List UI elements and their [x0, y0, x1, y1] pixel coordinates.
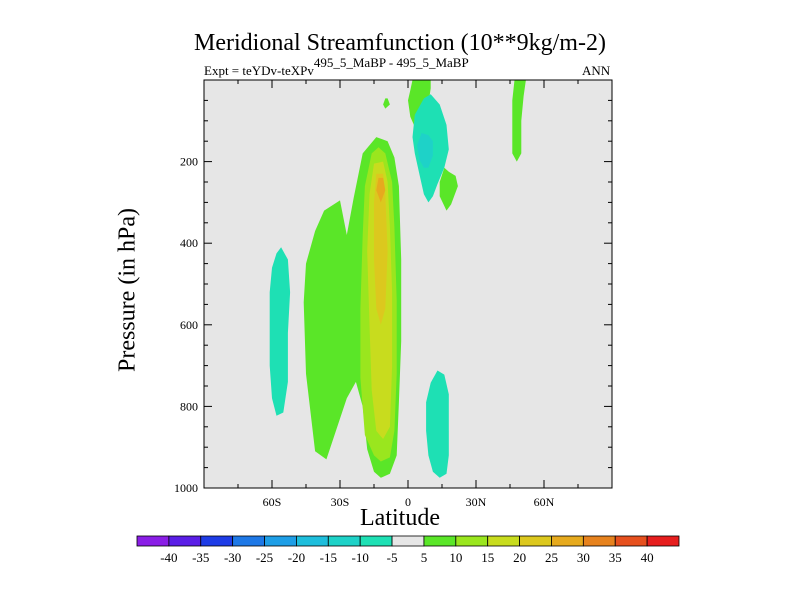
colorbar-label: 30 — [577, 550, 590, 565]
colorbar-label: 20 — [513, 550, 526, 565]
colorbar-label: -20 — [288, 550, 305, 565]
contour-region-5 — [383, 98, 390, 109]
colorbar-swatch — [359, 535, 393, 547]
colorbar-label: -30 — [224, 550, 241, 565]
colorbar-label: -5 — [387, 550, 398, 565]
x-tick-label: 60N — [534, 495, 555, 509]
season-label: ANN — [582, 63, 611, 78]
colorbar-swatch — [168, 535, 202, 547]
y-tick-label: 200 — [180, 155, 198, 169]
experiment-label: Expt = teYDv-teXPv — [204, 63, 314, 78]
colorbar-swatch — [455, 535, 489, 547]
contour-regions — [269, 80, 526, 478]
colorbar-swatch — [519, 535, 552, 547]
colorbar-label: -15 — [320, 550, 337, 565]
x-axis-label: Latitude — [360, 505, 440, 531]
colorbar-swatch — [200, 535, 234, 547]
contour-region-11 — [269, 247, 291, 416]
colorbar-label: -10 — [352, 550, 369, 565]
colorbar-label: 40 — [641, 550, 654, 565]
contour-region-4 — [376, 177, 386, 203]
colorbar-swatch — [391, 535, 425, 547]
colorbar-label: -35 — [192, 550, 209, 565]
contour-region-3 — [374, 173, 388, 325]
x-tick-label: 30S — [331, 495, 350, 509]
colorbar-swatch — [423, 535, 457, 547]
colorbar-swatch — [551, 535, 584, 547]
colorbar-label: 35 — [609, 550, 622, 565]
colorbar-swatch — [327, 535, 361, 547]
contour-region-10 — [417, 133, 433, 168]
colorbar-label: 25 — [545, 550, 558, 565]
experiment-superscript: 495_5_MaBP - 495_5_MaBP — [313, 55, 469, 70]
colorbar-swatch — [487, 535, 520, 547]
colorbar: -40 -35 -30 -25 -20 -15 -10 -5 5 10 15 20 25 30 35 40 — [136, 535, 680, 565]
colorbar-label: -40 — [160, 550, 177, 565]
x-tick-label: 0 — [405, 495, 411, 509]
contour-region-6 — [408, 80, 431, 127]
colorbar-swatch — [232, 535, 265, 547]
x-tick-label: 30N — [466, 495, 487, 509]
chart-title: Meridional Streamfunction (10**9kg/m-2) — [194, 30, 606, 56]
axis-ticks: 60S 30S 0 30N 60N 200 400 600 800 1000 — [174, 80, 612, 509]
colorbar-swatch — [582, 535, 616, 547]
contour-region-7 — [439, 167, 458, 211]
colorbar-label: 15 — [481, 550, 494, 565]
y-tick-label: 1000 — [174, 481, 198, 495]
y-tick-label: 800 — [180, 399, 198, 413]
colorbar-swatch — [136, 535, 170, 547]
colorbar-label: 5 — [421, 550, 428, 565]
y-tick-label: 400 — [180, 236, 198, 250]
colorbar-swatch — [296, 535, 329, 547]
contour-region-12 — [426, 370, 449, 478]
x-tick-label: 60S — [263, 495, 282, 509]
colorbar-label: 10 — [449, 550, 462, 565]
contour-region-8 — [512, 80, 526, 162]
colorbar-swatch — [646, 535, 680, 547]
colorbar-swatch — [614, 535, 648, 547]
colorbar-swatch — [264, 535, 297, 547]
colorbar-label: -25 — [256, 550, 273, 565]
y-tick-label: 600 — [180, 318, 198, 332]
chart-subtitle: Expt = teYDv-teXPv495_5_MaBP - 495_5_MaB… — [204, 55, 469, 79]
plot-background — [204, 80, 612, 488]
